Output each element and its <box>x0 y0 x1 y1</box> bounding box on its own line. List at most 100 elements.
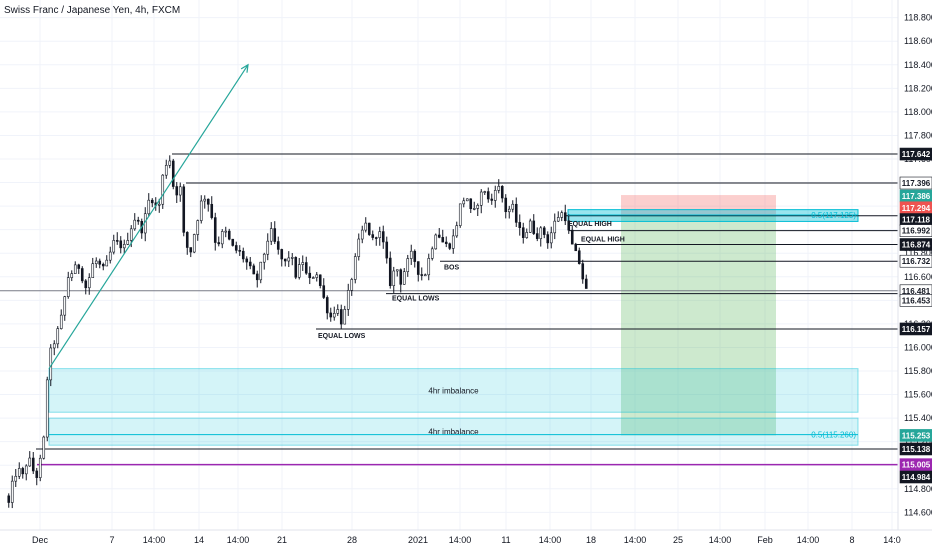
candle-body <box>325 297 329 314</box>
candle-body <box>178 186 182 196</box>
candle-body <box>518 222 522 229</box>
price-tags: 117.642 117.396 117.386 117.294 117.118 116.9… <box>899 147 932 484</box>
time-tick-label: 14:00 <box>143 535 166 545</box>
price-tick-label: 115.400 <box>904 413 932 423</box>
candle-body <box>315 274 319 278</box>
candle-body <box>136 219 140 222</box>
candle-body <box>80 268 84 282</box>
levels <box>0 153 898 466</box>
time-tick-label: 14:00 <box>624 535 647 545</box>
candle-body <box>521 227 525 238</box>
candle-body <box>353 256 357 280</box>
candle-body <box>287 257 291 262</box>
candle-body <box>493 190 497 201</box>
time-tick-label: 25 <box>673 535 683 545</box>
candle-body <box>563 212 567 222</box>
time-tick-label: Dec <box>32 535 49 545</box>
candle-body <box>553 220 557 234</box>
take-profit-zone[interactable] <box>621 215 776 436</box>
candle-body <box>392 270 396 286</box>
candle-body <box>171 160 175 187</box>
price-tag-label: 117.386 <box>902 192 931 201</box>
candle-body <box>514 203 518 223</box>
candle-body <box>497 186 501 191</box>
candle-body <box>238 250 242 252</box>
candle-body <box>66 277 70 297</box>
candle-body <box>581 263 585 280</box>
candle-body <box>301 262 305 265</box>
trend-line[interactable] <box>48 64 249 369</box>
candle-body <box>252 265 256 275</box>
candle-body <box>346 290 350 310</box>
candle-body <box>21 468 25 475</box>
price-tag-label: 116.732 <box>902 257 931 266</box>
imbalance-label: 4hr imbalance <box>428 428 479 437</box>
candle-body <box>584 278 588 289</box>
time-tick-label: 28 <box>347 535 357 545</box>
price-tick-label: 118.600 <box>904 36 932 46</box>
time-axis[interactable]: Dec 7 14:00 14 14:00 21 28 2021 14:00 11 14:00 18 14… <box>32 535 901 545</box>
candle-body <box>427 258 431 276</box>
candle-body <box>336 309 340 314</box>
candle-body <box>570 229 574 245</box>
candle-body <box>119 240 123 249</box>
candle-body <box>476 204 480 209</box>
imbalance-zone[interactable] <box>48 368 859 413</box>
candle-body <box>147 199 151 215</box>
stop-loss-zone[interactable] <box>621 195 776 216</box>
imbalance-zone[interactable] <box>48 417 859 446</box>
candle-body <box>280 249 284 260</box>
candle-body <box>276 241 280 250</box>
candle-body <box>413 250 417 262</box>
time-tick-label: 14:00 <box>449 535 472 545</box>
price-tag-label: 116.157 <box>902 325 931 334</box>
candle-body <box>549 232 553 244</box>
candle-body <box>94 260 98 264</box>
candle-body <box>262 253 266 263</box>
candle-body <box>343 309 347 325</box>
price-tick-label: 118.000 <box>904 107 932 117</box>
candle-body <box>385 241 389 259</box>
candle-body <box>322 285 326 298</box>
annotations: EQUAL HIGH EQUAL HIGH BOS EQUAL LOWS EQUAL L… <box>318 221 625 340</box>
candle-body <box>472 208 476 210</box>
price-tag-bg <box>899 147 932 161</box>
fib-half-label: 0.5(115.260) <box>811 431 856 440</box>
candle-body <box>574 243 578 252</box>
price-tag-label: 116.874 <box>902 241 931 250</box>
candle-body <box>101 263 105 267</box>
candle-body <box>444 241 448 244</box>
candle-body <box>199 200 203 221</box>
candle-body <box>112 240 116 253</box>
price-tick-label: 118.400 <box>904 60 932 70</box>
price-tag-bg <box>899 224 932 237</box>
candle-body <box>189 247 193 253</box>
candle-body <box>42 436 46 459</box>
price-tick-label: 116.600 <box>904 272 932 282</box>
candle-body <box>455 225 459 237</box>
price-tag-label: 116.481 <box>902 287 931 296</box>
candle-body <box>367 222 371 235</box>
price-tag-label: 116.453 <box>902 296 931 305</box>
time-tick-label: 21 <box>277 535 287 545</box>
candle-body <box>360 229 364 240</box>
candle-body <box>10 480 14 503</box>
candle-body <box>59 314 63 329</box>
price-tag-label: 117.118 <box>902 216 931 225</box>
candle-body <box>332 313 336 318</box>
candle-body <box>245 258 249 263</box>
price-tag-label: 117.396 <box>902 179 931 188</box>
candle-body <box>448 243 452 249</box>
candle-body <box>535 233 539 239</box>
candle-body <box>87 277 91 289</box>
candle-body <box>45 379 49 438</box>
candle-body <box>329 312 333 318</box>
candle-body <box>318 274 322 286</box>
chart-annotation: EQUAL LOWS <box>318 333 366 340</box>
candle-body <box>479 191 483 206</box>
candle-body <box>259 261 263 281</box>
candle-body <box>150 199 154 204</box>
candle-body <box>217 242 221 245</box>
price-tag-label: 115.005 <box>902 461 931 470</box>
